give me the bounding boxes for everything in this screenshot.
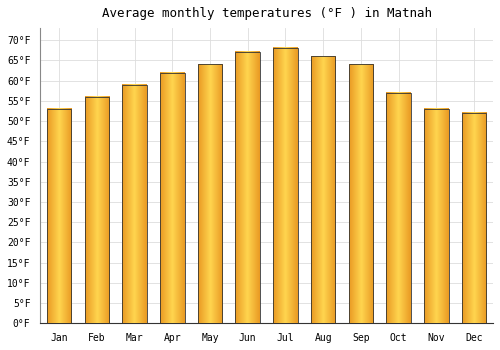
Bar [160, 72, 184, 323]
Bar [311, 56, 336, 323]
Bar [236, 52, 260, 323]
Bar [424, 109, 448, 323]
Bar [47, 109, 72, 323]
Bar [386, 93, 411, 323]
Bar [273, 48, 297, 323]
Title: Average monthly temperatures (°F ) in Matnah: Average monthly temperatures (°F ) in Ma… [102, 7, 431, 20]
Bar [84, 97, 109, 323]
Bar [198, 64, 222, 323]
Bar [462, 113, 486, 323]
Bar [122, 85, 147, 323]
Bar [348, 64, 373, 323]
